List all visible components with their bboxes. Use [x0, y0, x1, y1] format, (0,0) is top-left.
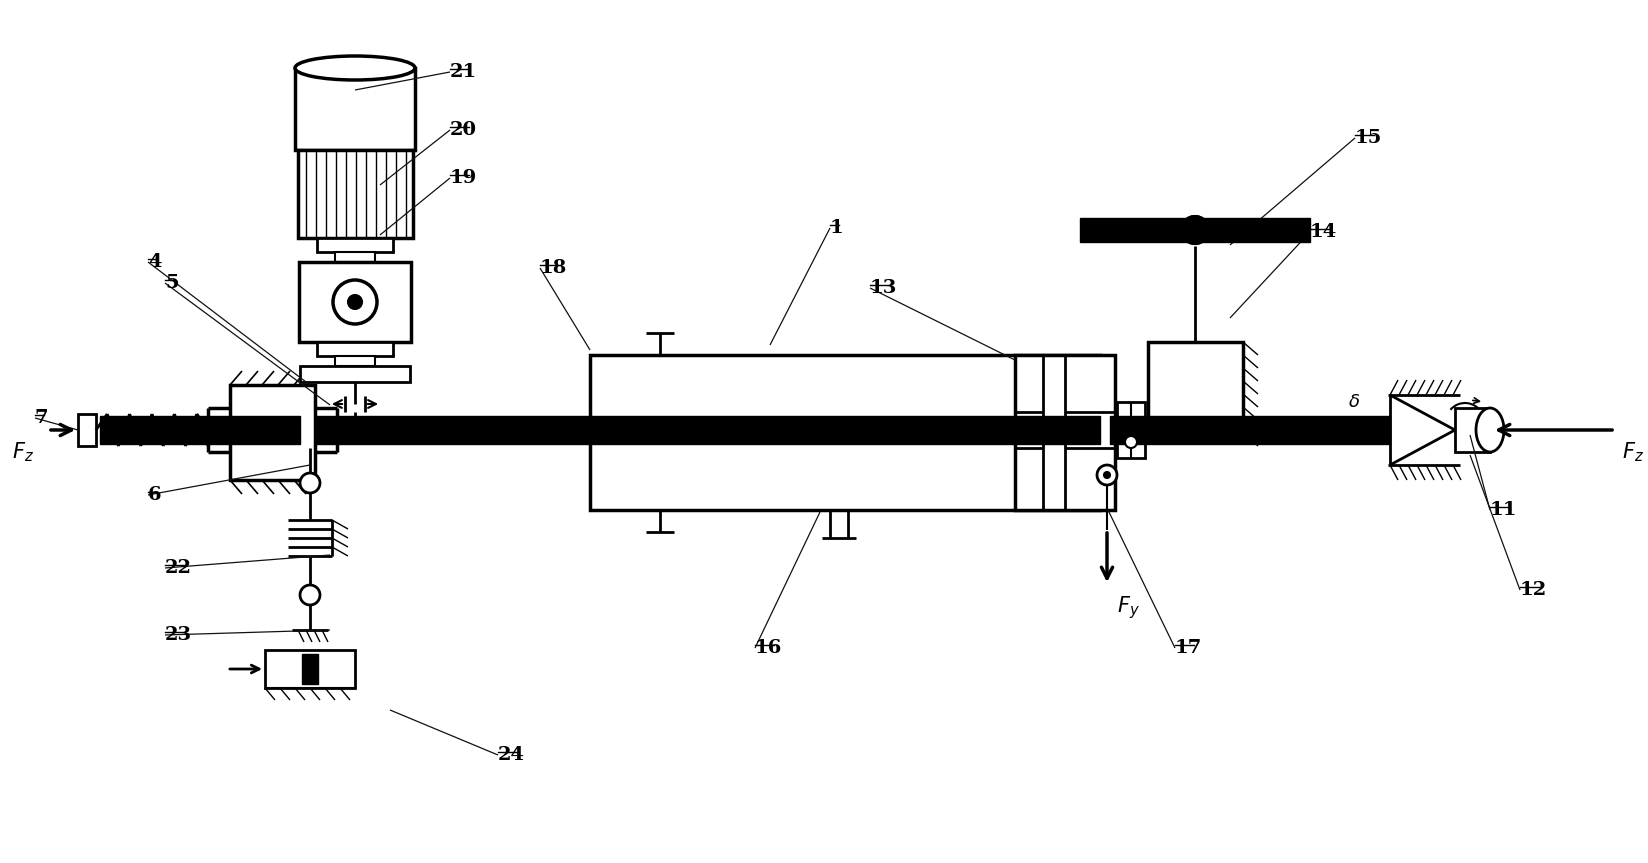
Circle shape — [1096, 465, 1116, 485]
Bar — [265, 650, 354, 688]
Text: 15: 15 — [1355, 129, 1381, 147]
Circle shape — [300, 473, 320, 493]
Bar — [335, 252, 374, 262]
Bar — [300, 366, 410, 382]
Circle shape — [300, 585, 320, 605]
Bar — [229, 385, 315, 480]
Text: 12: 12 — [1519, 581, 1546, 599]
Text: 18: 18 — [539, 259, 567, 277]
Bar — [1147, 342, 1243, 442]
Bar — [77, 414, 96, 446]
Bar — [1109, 416, 1389, 444]
Ellipse shape — [295, 56, 415, 80]
Circle shape — [1180, 216, 1208, 244]
Text: $F_y$: $F_y$ — [1116, 595, 1139, 621]
Bar — [298, 262, 410, 342]
Bar — [298, 150, 412, 238]
Text: 21: 21 — [450, 63, 476, 81]
Circle shape — [333, 280, 377, 324]
Text: 1: 1 — [829, 219, 844, 237]
Bar — [590, 355, 1099, 510]
Bar — [335, 356, 374, 366]
Text: 17: 17 — [1175, 639, 1201, 657]
Text: 22: 22 — [165, 559, 191, 577]
Circle shape — [1180, 216, 1208, 244]
Circle shape — [348, 295, 363, 309]
Text: 5: 5 — [165, 274, 178, 292]
Circle shape — [1103, 472, 1109, 478]
Text: 7: 7 — [35, 409, 48, 427]
Bar — [1116, 402, 1144, 458]
Ellipse shape — [1475, 408, 1503, 452]
Text: 23: 23 — [165, 626, 193, 644]
Bar — [302, 654, 318, 684]
Bar — [101, 416, 300, 444]
Circle shape — [1124, 436, 1137, 448]
Text: $F_z$: $F_z$ — [1622, 440, 1643, 463]
Text: 16: 16 — [755, 639, 781, 657]
Text: $\delta$: $\delta$ — [1346, 393, 1360, 411]
Text: 24: 24 — [498, 746, 524, 764]
Text: 19: 19 — [450, 169, 476, 187]
Text: 11: 11 — [1490, 501, 1516, 519]
Bar — [316, 342, 392, 356]
Bar — [1454, 408, 1490, 452]
Text: $F_z$: $F_z$ — [12, 440, 35, 463]
Bar — [295, 68, 415, 150]
Bar — [1015, 355, 1114, 510]
Bar — [1079, 218, 1309, 242]
Bar — [315, 416, 590, 444]
Text: 13: 13 — [870, 279, 897, 297]
Text: 14: 14 — [1309, 223, 1337, 241]
Bar — [316, 238, 392, 252]
Text: 4: 4 — [148, 253, 162, 271]
Text: 6: 6 — [148, 486, 162, 504]
Bar — [590, 416, 1099, 444]
Text: 20: 20 — [450, 121, 476, 139]
